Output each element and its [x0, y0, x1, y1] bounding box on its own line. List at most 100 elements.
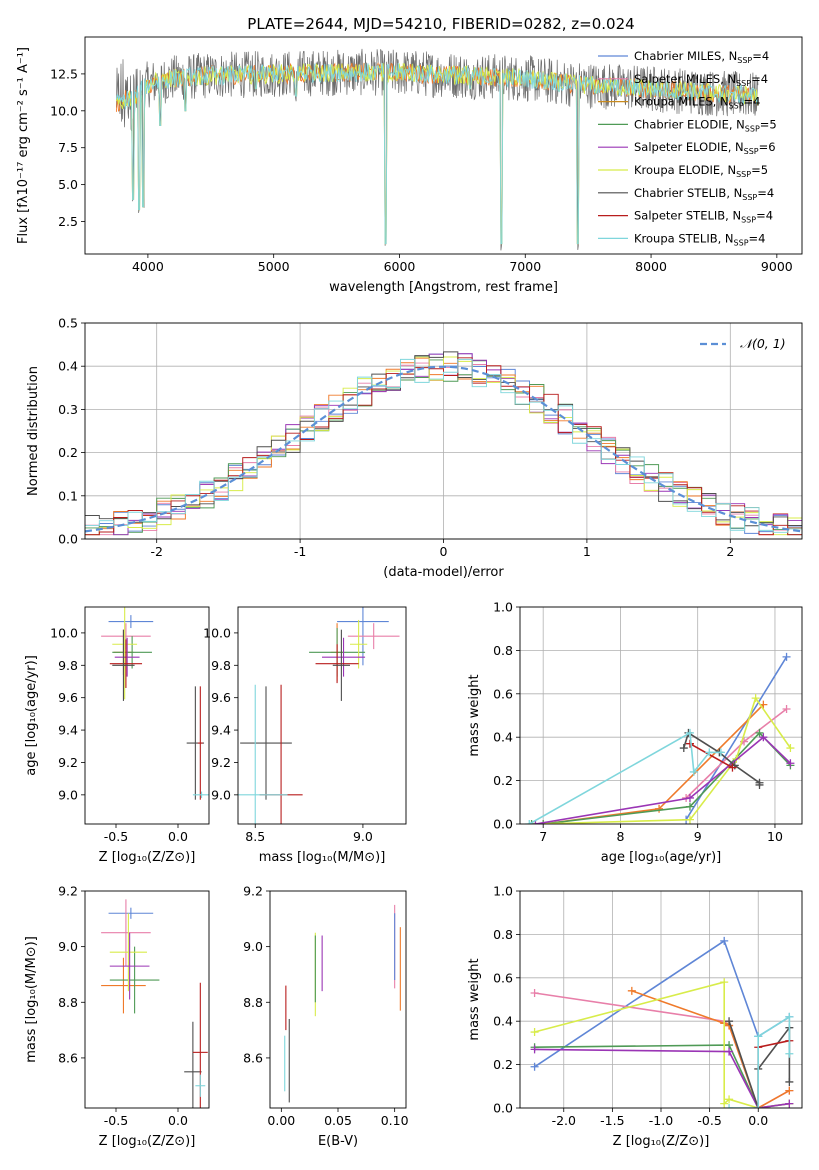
weight-marker — [720, 1099, 729, 1108]
y-tick-label: 0.1 — [58, 488, 78, 503]
y-tick-label: 9.2 — [211, 755, 231, 770]
y-axis-label: mass [log₁₀(M/M⊙)] — [24, 936, 39, 1063]
weight-marker — [725, 1095, 734, 1104]
axes-frame — [84, 36, 803, 255]
y-tick-label: 9.4 — [58, 723, 78, 738]
y-tick-label: 9.4 — [211, 723, 231, 738]
axes-frame — [519, 890, 803, 1109]
x-tick-label: 2 — [726, 544, 734, 559]
weight-marker — [755, 728, 764, 737]
x-tick-label: -0.5 — [697, 1113, 721, 1128]
panel-mass_vs_Z: -0.5 0.0 8.6 8.8 9.0 9.2 Z [log₁₀(Z/Z⊙)] mass [… — [24, 884, 210, 1149]
weight-marker — [785, 1086, 794, 1095]
spectrum-model-line — [115, 62, 758, 245]
weight-marker — [685, 739, 694, 748]
weight-marker — [755, 780, 764, 789]
legend-label: Kroupa ELODIE, NSSP=5 — [634, 163, 768, 179]
panel-age_vs_mass: 8.5 9.0 9.0 9.2 9.4 9.6 9.8 10.0 mass [log₁₀(M/M… — [203, 606, 407, 865]
weight-marker — [655, 804, 664, 813]
x-tick-label: 7000 — [509, 259, 541, 274]
weight-marker — [782, 652, 791, 661]
y-tick-label: 0.0 — [493, 817, 513, 832]
x-axis-label: Z [log₁₀(Z/Z⊙)] — [613, 1134, 710, 1149]
panel-mass_vs_ebv: 0.00 0.05 0.10 8.6 8.8 9.0 9.2 E(B-V) — [243, 884, 409, 1150]
weight-marker — [685, 815, 694, 824]
weight-marker — [685, 793, 694, 802]
x-tick-label: 8.5 — [245, 829, 265, 844]
legend-label: Salpeter STELIB, NSSP=4 — [634, 209, 773, 225]
weight-marker — [527, 820, 536, 824]
x-axis-label: E(B-V) — [318, 1134, 358, 1149]
panel-weight_vs_Z: -2.0 -1.5 -1.0 -0.5 0.0 0.0 0.2 0.4 0.6 0.8 1.0 Z [… — [467, 884, 803, 1149]
x-tick-label: 8000 — [635, 259, 667, 274]
weight-marker — [530, 1062, 539, 1071]
plot-area — [284, 904, 401, 1103]
weight-marker — [627, 986, 636, 995]
y-tick-label: 0.4 — [58, 359, 78, 374]
panel-age_vs_Z: -0.5 0.0 9.0 9.2 9.4 9.6 9.8 10.0 Z [log₁₀(Z/Z⊙)… — [24, 606, 210, 865]
y-tick-label: 5.0 — [58, 177, 78, 192]
weight-marker — [782, 704, 791, 713]
y-tick-label: 9.6 — [211, 690, 231, 705]
legend-label: 𝒩(0, 1) — [740, 336, 786, 351]
y-axis-label: mass weight — [467, 674, 482, 756]
weight-marker — [689, 767, 698, 776]
y-tick-label: 10.0 — [50, 625, 78, 640]
weight-marker — [530, 1045, 539, 1054]
histogram-step — [85, 358, 802, 533]
x-tick-label: -0.5 — [104, 1113, 128, 1128]
weight-marker — [754, 1032, 763, 1041]
y-tick-label: 0.0 — [493, 1101, 513, 1116]
weight-marker — [785, 1012, 794, 1021]
weight-line — [729, 1015, 791, 1108]
axes-frame — [519, 606, 803, 825]
y-tick-label: 0.6 — [493, 970, 513, 985]
plot-area — [530, 936, 794, 1108]
weight-marker — [716, 748, 725, 757]
x-tick-label: -2 — [150, 544, 162, 559]
y-axis-label: Normed distribution — [26, 366, 41, 496]
axes-frame — [84, 322, 803, 540]
histogram-step — [85, 351, 802, 527]
weight-marker — [530, 1028, 539, 1037]
y-tick-label: 9.8 — [211, 658, 231, 673]
x-tick-label: -1 — [294, 544, 306, 559]
gaussian-curve — [85, 365, 802, 533]
x-tick-label: 0.0 — [168, 829, 188, 844]
y-tick-label: 0.0 — [58, 532, 78, 547]
weight-line — [535, 736, 791, 824]
panel-residuals: -2 -1 0 1 2 0.0 0.1 0.2 0.3 0.4 0.5 (data-model)/er… — [26, 316, 803, 580]
panel-weight_vs_age: 7 8 9 10 0.0 0.2 0.4 0.6 0.8 1.0 age [log₁₀(age/yr… — [467, 600, 803, 865]
y-tick-label: 0.3 — [58, 402, 78, 417]
x-tick-label: 10 — [767, 829, 783, 844]
x-tick-label: -2.0 — [552, 1113, 576, 1128]
plot-area — [525, 652, 795, 824]
y-tick-label: 8.6 — [58, 1050, 78, 1065]
y-tick-label: 9.0 — [211, 787, 231, 802]
legend-label: Chabrier ELODIE, NSSP=5 — [634, 117, 777, 133]
legend-label: Chabrier STELIB, NSSP=4 — [634, 186, 774, 202]
x-tick-label: -0.5 — [104, 829, 128, 844]
y-axis-label: age [log₁₀(age/yr)] — [24, 655, 39, 776]
axes-frame — [269, 890, 407, 1109]
y-tick-label: 8.8 — [58, 995, 78, 1010]
x-tick-label: 0.10 — [381, 1113, 409, 1128]
y-tick-label: 9.8 — [58, 658, 78, 673]
x-tick-label: 0.05 — [324, 1113, 352, 1128]
x-tick-label: 6000 — [384, 259, 416, 274]
weight-marker — [725, 1104, 734, 1108]
y-tick-label: 9.2 — [58, 755, 78, 770]
weight-marker — [685, 802, 694, 811]
weight-line — [534, 939, 790, 1068]
weight-marker — [720, 978, 729, 987]
axes-frame — [84, 890, 210, 1109]
plot-area — [85, 351, 802, 536]
y-tick-label: 9.0 — [58, 787, 78, 802]
x-axis-label: Z [log₁₀(Z/Z⊙)] — [99, 1134, 196, 1149]
y-tick-label: 0.8 — [493, 643, 513, 658]
x-tick-label: 0.00 — [267, 1113, 295, 1128]
panel-spectrum: 4000 5000 6000 7000 8000 9000 2.5 5.0 7.5 10.0 12.… — [16, 36, 803, 295]
axes-frame — [84, 606, 210, 825]
x-tick-label: 0.0 — [168, 1113, 188, 1128]
y-tick-label: 0.8 — [493, 927, 513, 942]
